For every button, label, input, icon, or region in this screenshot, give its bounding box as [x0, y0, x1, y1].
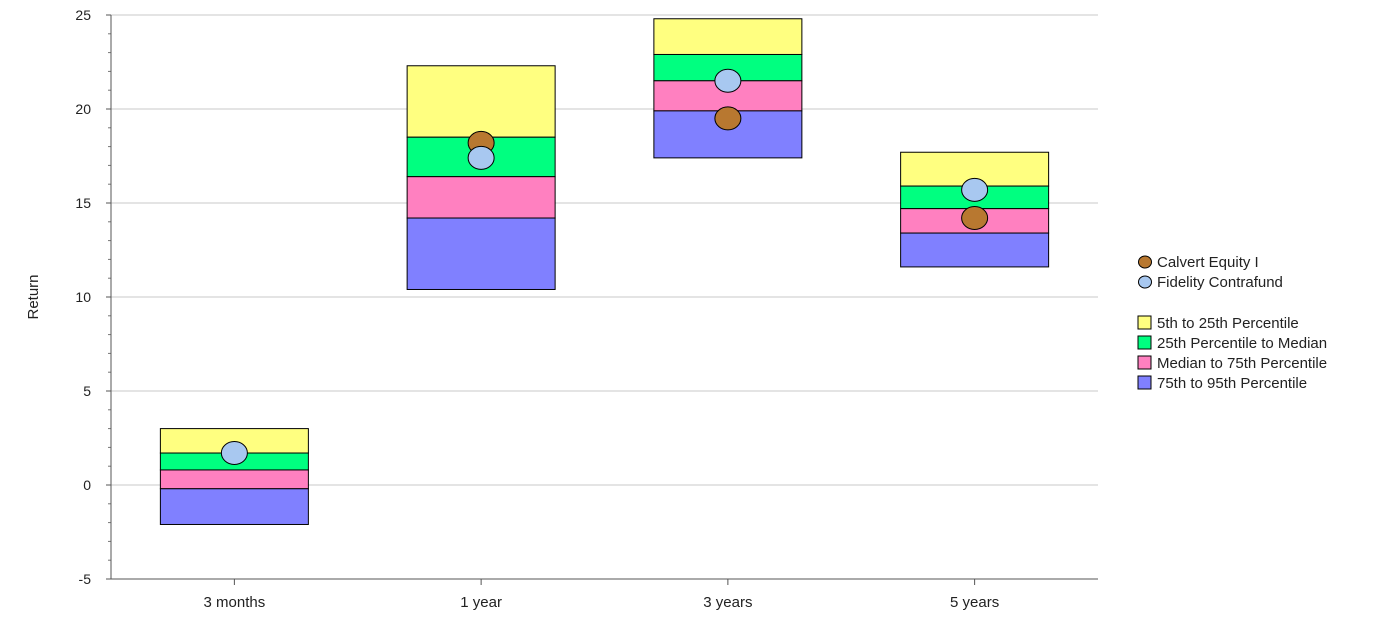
legend-marker	[1138, 255, 1152, 269]
legend-swatch	[1137, 335, 1152, 350]
fund-marker	[714, 68, 742, 93]
percentile-band-rect	[653, 18, 803, 55]
percentile-band-rect	[159, 469, 309, 490]
y-tick-label: 25	[75, 7, 91, 23]
percentile-bars	[159, 18, 1050, 525]
legend-label: Calvert Equity I	[1157, 254, 1259, 271]
legend-label: Median to 75th Percentile	[1157, 355, 1327, 372]
percentile-band-rect	[406, 217, 556, 290]
fund-marker	[961, 177, 989, 202]
x-tick-label: 5 years	[950, 594, 999, 611]
legend-swatch	[1137, 375, 1152, 390]
legend-label: 5th to 25th Percentile	[1157, 315, 1299, 332]
legend-swatch	[1137, 315, 1152, 330]
percentile-band-rect	[406, 176, 556, 219]
fund-marker	[961, 206, 989, 231]
fund-marker	[467, 145, 495, 170]
fund-markers	[220, 68, 989, 466]
percentile-band-rect	[159, 488, 309, 525]
legend-swatch	[1137, 355, 1152, 370]
fund-marker	[220, 441, 248, 466]
fund-marker	[714, 106, 742, 131]
legend-marker	[1138, 275, 1152, 289]
y-tick-label: 20	[75, 101, 91, 117]
legend: Calvert Equity I Fidelity Contrafund 5th t…	[1137, 254, 1327, 392]
legend-label: Fidelity Contrafund	[1157, 274, 1283, 291]
y-tick-label: 10	[75, 289, 91, 305]
x-tick-label: 3 years	[703, 594, 752, 611]
y-axis-label: Return	[25, 274, 42, 319]
percentile-band-rect	[900, 232, 1050, 268]
y-tick-label: 5	[83, 383, 91, 399]
axes: 25 20 15 10 5 0 -5 Return 3 months 1 year 3 years 5…	[25, 7, 1098, 611]
y-tick-label: 0	[83, 477, 91, 493]
x-tick-label: 1 year	[460, 594, 502, 611]
y-tick-label: -5	[79, 571, 92, 587]
percentile-band-rect	[406, 65, 556, 138]
x-tick-label: 3 months	[204, 594, 266, 611]
y-tick-label: 15	[75, 195, 91, 211]
legend-label: 75th to 95th Percentile	[1157, 375, 1307, 392]
legend-label: 25th Percentile to Median	[1157, 335, 1327, 352]
